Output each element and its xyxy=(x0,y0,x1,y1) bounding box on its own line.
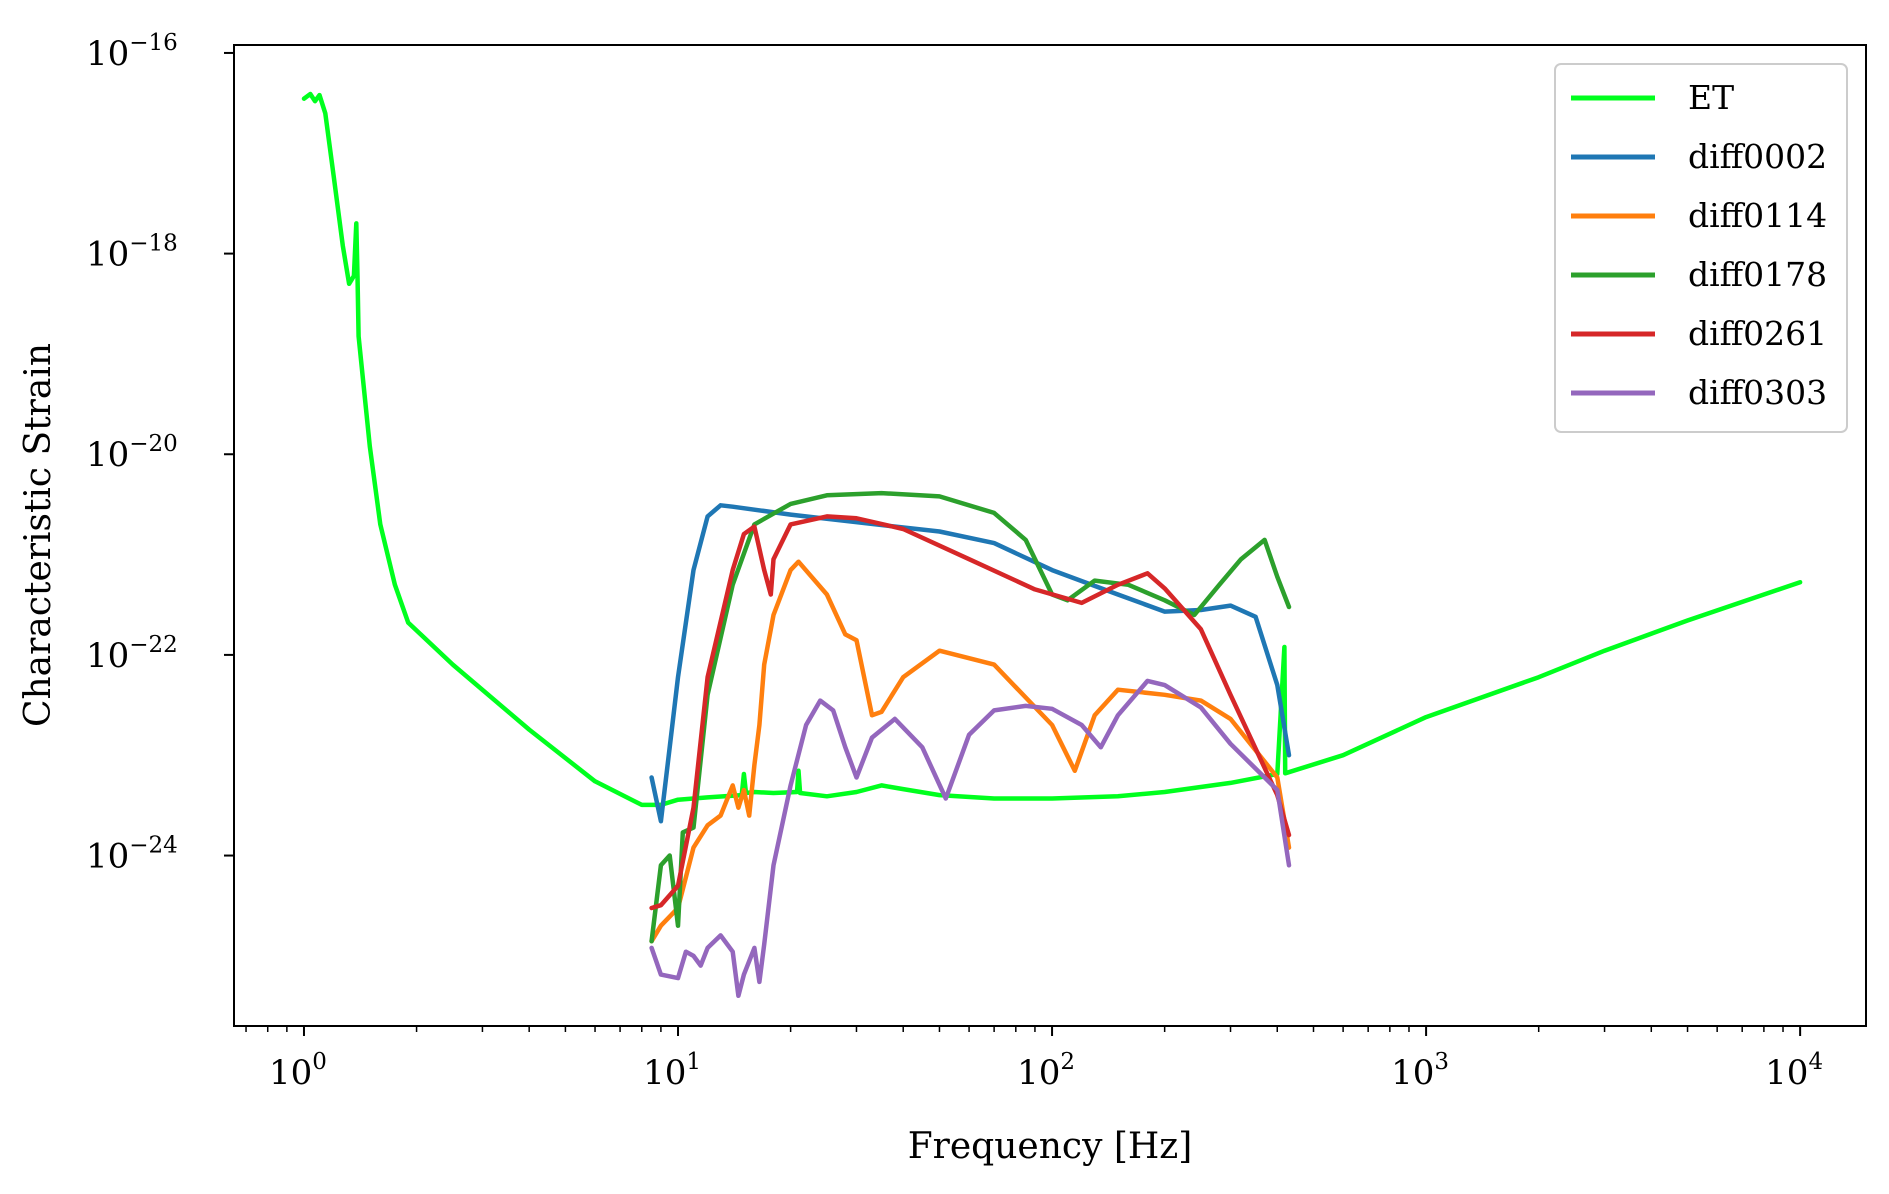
legend: ET diff0002 diff0114 diff0178 diff0261 diff03… xyxy=(1554,63,1848,433)
legend-label-diff0178: diff0178 xyxy=(1688,255,1827,294)
y-tick-label: 10−22 xyxy=(86,632,178,676)
y-axis-label: Characteristic Strain xyxy=(18,343,59,727)
y-tick-label: 10−24 xyxy=(86,833,178,877)
x-axis-label: Frequency [Hz] xyxy=(908,1126,1193,1167)
legend-label-diff0002: diff0002 xyxy=(1688,137,1827,176)
series-line-diff0114 xyxy=(649,559,1292,944)
legend-label-diff0114: diff0114 xyxy=(1688,196,1827,235)
plot-frame xyxy=(233,44,1867,1027)
series-line-diff0178 xyxy=(649,490,1292,944)
plot-lines xyxy=(301,91,1803,999)
y-axis: 10−24 10−22 10−20 10−18 10−16 xyxy=(86,30,234,877)
x-tick-label: 102 xyxy=(1017,1049,1075,1093)
y-tick-label: 10−18 xyxy=(86,231,178,275)
legend-label-ET: ET xyxy=(1688,78,1734,117)
series-line-diff0303 xyxy=(649,678,1292,999)
x-tick-label: 104 xyxy=(1765,1049,1823,1093)
y-tick-label: 10−16 xyxy=(86,30,178,74)
series-line-diff0261 xyxy=(649,514,1292,911)
legend-label-diff0303: diff0303 xyxy=(1688,373,1827,412)
x-tick-label: 101 xyxy=(643,1049,701,1093)
legend-label-diff0261: diff0261 xyxy=(1688,314,1827,353)
x-tick-label: 103 xyxy=(1391,1049,1449,1093)
x-axis: 100 101 102 103 104 xyxy=(245,1026,1823,1093)
x-tick-label: 100 xyxy=(269,1049,327,1093)
y-tick-label: 10−20 xyxy=(86,431,178,475)
